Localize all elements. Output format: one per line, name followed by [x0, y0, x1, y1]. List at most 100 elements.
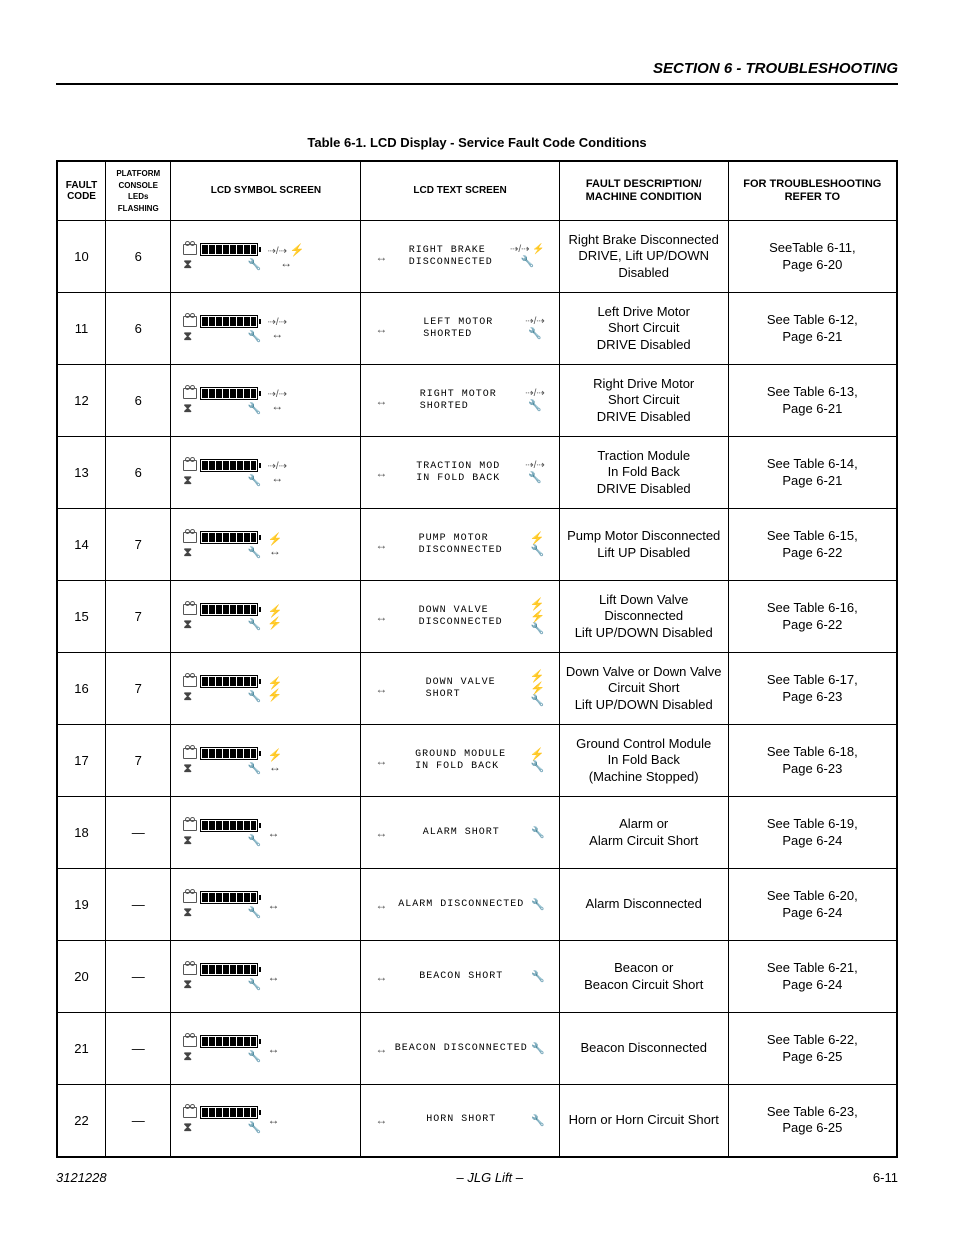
th-leds-l1: PLATFORM CONSOLE — [116, 169, 160, 190]
bolt-icon: ⚡ — [530, 748, 545, 760]
cell-lcd-text: ↔ PUMP MOTORDISCONNECTED ⚡ 🔧 — [361, 509, 559, 581]
cell-lcd-symbol: ⧗ 🔧 ↔ — [171, 1013, 361, 1085]
battery-icon — [200, 675, 258, 688]
battery-icon — [200, 963, 258, 976]
cell-description: Alarm Disconnected — [559, 869, 728, 941]
cell-lcd-symbol: ⧗ 🔧 ↔ — [171, 797, 361, 869]
cell-lcd-text: ↔ ALARM SHORT 🔧 — [361, 797, 559, 869]
direction-arrows-icon: ⇢/⇢ — [267, 318, 287, 328]
table-row: 10 6 ⧗ 🔧 ⇢/⇢ ⚡ ↔ ↔ RIGHT BRAKEDISC — [57, 221, 897, 293]
wrench-icon: 🔧 — [528, 399, 542, 412]
cell-lcd-symbol: ⧗ 🔧 ⚡ ↔ — [171, 509, 361, 581]
cell-fault-code: 22 — [57, 1085, 106, 1157]
cell-reference: See Table 6-23,Page 6-25 — [728, 1085, 897, 1157]
lcd-text-content: BEACON SHORT — [419, 971, 503, 983]
wrench-icon: 🔧 — [248, 546, 262, 559]
table-row: 18 — ⧗ 🔧 ↔ ↔ ALARM SHORT 🔧 — [57, 797, 897, 869]
bolt-icon: ⚡ — [267, 533, 282, 545]
cell-fault-code: 21 — [57, 1013, 106, 1085]
cell-leds: 7 — [106, 725, 171, 797]
text-glyph-cluster: ⇢/⇢ 🔧 — [525, 389, 545, 412]
device-icon — [183, 604, 197, 615]
header-rule — [56, 83, 898, 85]
cell-leds: — — [106, 1085, 171, 1157]
device-icon — [183, 316, 197, 327]
cell-lcd-symbol: ⧗ 🔧 ⇢/⇢ ↔ — [171, 365, 361, 437]
glyph-cluster: ⇢/⇢ ↔ — [267, 462, 287, 484]
glyph-cluster: ↔ — [267, 827, 279, 839]
battery-icon — [200, 891, 258, 904]
table-row: 19 — ⧗ 🔧 ↔ ↔ ALARM DISCONNECTED — [57, 869, 897, 941]
wrench-icon: 🔧 — [248, 1050, 262, 1063]
text-glyph-cluster: ⇢/⇢ ⚡ 🔧 — [510, 245, 545, 268]
cell-leds: — — [106, 797, 171, 869]
battery-icon — [200, 459, 258, 472]
table-row: 20 — ⧗ 🔧 ↔ ↔ BEACON SHORT 🔧 — [57, 941, 897, 1013]
cell-reference: See Table 6-22,Page 6-25 — [728, 1013, 897, 1085]
glyph-cluster: ⚡ ↔ — [267, 749, 282, 773]
table-row: 14 7 ⧗ 🔧 ⚡ ↔ ↔ PUMP MOTORDISCONNEC — [57, 509, 897, 581]
cell-reference: See Table 6-19,Page 6-24 — [728, 797, 897, 869]
hourglass-icon: ⧗ — [183, 546, 191, 559]
battery-icon — [200, 315, 258, 328]
hourglass-icon: ⧗ — [183, 978, 191, 991]
table-row: 17 7 ⧗ 🔧 ⚡ ↔ ↔ GROUND MODULEIN FOL — [57, 725, 897, 797]
bolt-down-icon: ⚡ — [267, 689, 282, 701]
lcd-battery-ui: ⧗ 🔧 — [183, 315, 261, 343]
cell-lcd-text: ↔ RIGHT BRAKEDISCONNECTED ⇢/⇢ ⚡ 🔧 — [361, 221, 559, 293]
lcd-text-content: ALARM DISCONNECTED — [398, 899, 524, 911]
cell-leds: — — [106, 869, 171, 941]
bolt-icon: ⚡ — [267, 749, 282, 761]
cell-fault-code: 12 — [57, 365, 106, 437]
table-row: 16 7 ⧗ 🔧 ⚡ ⚡ ↔ DOWN VALVESHORT — [57, 653, 897, 725]
horizontal-arrow-icon: ↔ — [280, 257, 292, 269]
bolt-icon: ⚡ — [290, 243, 305, 257]
horizontal-arrow-icon: ↔ — [267, 971, 279, 983]
table-row: 12 6 ⧗ 🔧 ⇢/⇢ ↔ ↔ RIGHT MOTORSHORTE — [57, 365, 897, 437]
lcd-battery-ui: ⧗ 🔧 — [183, 963, 261, 991]
cell-fault-code: 15 — [57, 581, 106, 653]
cell-description: Pump Motor DisconnectedLift UP Disabled — [559, 509, 728, 581]
cell-lcd-symbol: ⧗ 🔧 ⚡ ↔ — [171, 725, 361, 797]
hourglass-icon: ⧗ — [183, 330, 191, 343]
device-icon — [183, 676, 197, 687]
text-glyph-cluster: ⚡ 🔧 — [530, 748, 545, 773]
hourglass-icon: ⧗ — [183, 762, 191, 775]
cell-fault-code: 20 — [57, 941, 106, 1013]
left-arrow-icon: ↔ — [375, 610, 387, 624]
hourglass-icon: ⧗ — [183, 402, 191, 415]
footer-doc-number: 3121228 — [56, 1170, 107, 1185]
footer-page-number: 6-11 — [873, 1170, 898, 1185]
lcd-battery-ui: ⧗ 🔧 — [183, 675, 261, 703]
th-desc: FAULT DESCRIPTION/ MACHINE CONDITION — [559, 161, 728, 221]
cell-leds: 7 — [106, 653, 171, 725]
cell-fault-code: 16 — [57, 653, 106, 725]
cell-lcd-symbol: ⧗ 🔧 ↔ — [171, 941, 361, 1013]
glyph-cluster: ↔ — [267, 1043, 279, 1055]
wrench-icon: 🔧 — [531, 826, 545, 839]
cell-fault-code: 10 — [57, 221, 106, 293]
hourglass-icon: ⧗ — [183, 690, 191, 703]
left-arrow-icon: ↔ — [375, 682, 387, 696]
cell-description: Right Drive MotorShort CircuitDRIVE Disa… — [559, 365, 728, 437]
lcd-text-content: HORN SHORT — [426, 1114, 496, 1126]
wrench-icon: 🔧 — [248, 906, 262, 919]
left-arrow-icon: ↔ — [375, 466, 387, 480]
battery-icon — [200, 1035, 258, 1048]
cell-reference: See Table 6-15,Page 6-22 — [728, 509, 897, 581]
cell-leds: — — [106, 1013, 171, 1085]
cell-reference: See Table 6-20,Page 6-24 — [728, 869, 897, 941]
bolt-down-icon: ⚡ — [530, 610, 545, 622]
wrench-icon: 🔧 — [530, 544, 544, 557]
left-arrow-icon: ↔ — [375, 394, 387, 408]
section-header: SECTION 6 - TROUBLESHOOTING — [56, 60, 898, 77]
lcd-text-content: DOWN VALVEDISCONNECTED — [419, 605, 503, 629]
direction-arrows-icon: ⇢/⇢ — [267, 390, 287, 400]
wrench-icon: 🔧 — [248, 330, 262, 343]
wrench-icon: 🔧 — [521, 255, 535, 268]
wrench-icon: 🔧 — [528, 471, 542, 484]
horizontal-arrow-icon: ↔ — [271, 472, 283, 484]
lcd-battery-ui: ⧗ 🔧 — [183, 603, 261, 631]
cell-fault-code: 14 — [57, 509, 106, 581]
text-glyph-cluster: ⇢/⇢ 🔧 — [525, 461, 545, 484]
